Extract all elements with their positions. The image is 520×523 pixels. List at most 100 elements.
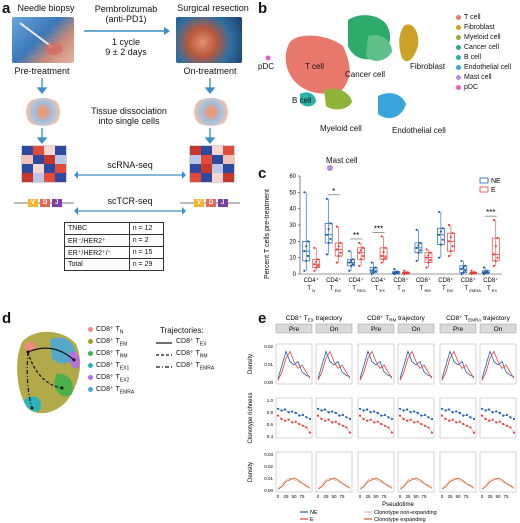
x-tick-label-sub: T [420,286,424,292]
density-line-ne [399,350,433,379]
data-point [382,250,385,254]
trajectory-curves: CD8⁺ TEX trajectory Pre On CD8⁺ TRM traject… [248,315,517,523]
on-treatment-label: On-treatment [183,66,237,76]
cluster-label-pdc: pDC [258,62,275,71]
table-cell-n: n = 12 [128,222,165,235]
density-line-ne [441,350,475,379]
data-point [472,271,475,274]
data-point [351,263,355,266]
data-point [316,264,320,267]
data-point [337,254,340,258]
data-point [305,259,308,263]
x-tick-label: 0 [399,494,402,499]
richness-point-ne [324,408,327,411]
richness-point-e [430,431,434,434]
data-point [427,261,430,264]
richness-point-ne [420,414,423,417]
richness-point-ne [280,409,283,412]
surgical-resection-label: Surgical resection [177,3,249,13]
x-tick-label-subscript: N [402,288,405,293]
data-point [437,233,441,236]
y-tick-label: 0.4 [267,434,274,439]
richness-point-e [324,419,327,422]
richness-point-ne [509,416,512,419]
richness-point-e [291,421,294,424]
data-point [374,270,377,273]
richness-point-e [444,417,447,421]
data-point [303,250,306,253]
data-point [439,243,442,246]
y-tick-label: 20 [289,239,296,245]
facet-strip [397,323,435,334]
data-point [316,258,320,261]
legend-item: Mast cell [456,74,518,84]
data-point [325,253,328,256]
richness-point-ne [331,410,334,413]
richness-point-e [320,417,323,421]
richness-point-ne [498,411,501,414]
legend-item: T cell [456,14,518,24]
data-point [460,268,463,271]
richness-point-ne [298,414,301,417]
data-point [351,258,355,261]
richness-point-e [341,424,344,427]
x-tick-label: 25 [447,494,453,499]
data-point [396,270,399,273]
density-line-e [399,350,433,381]
data-point [380,261,383,264]
trajectories-title: Trajectories: [160,326,204,335]
data-point [415,228,418,231]
density-line-nonexp [359,477,393,489]
table-cell-n: n = 29 [128,258,165,271]
y-tick-label: 1.0 [267,398,274,403]
data-point [474,271,477,274]
panel-c-label: c [258,165,267,182]
biopsy-image [12,17,74,63]
x-tick-label-main: CD4⁺ [371,277,386,284]
data-point [425,266,428,269]
richness-point-e [413,421,416,424]
data-point [350,259,353,263]
data-point [339,241,342,245]
cluster-label-endo: Endothelial cell [392,126,446,135]
richness-point-ne [451,411,454,414]
vdj-j: J [221,200,225,206]
x-tick-label-sub: T [375,286,379,292]
x-tick-label: 0 [441,494,444,499]
cycle-label: 1 cycle [111,37,140,47]
y-tick-label: 0.8 [267,410,274,415]
richness-point-ne [398,407,402,410]
richness-point-ne [423,413,426,417]
data-point [447,254,451,258]
data-point [404,271,408,274]
x-tick-label: 75 [299,494,305,499]
legend-label: E [491,187,496,194]
density-line-exp [317,477,351,490]
x-tick-label-main: CD4⁺ [304,277,319,284]
cluster-label-mast: Mast cell [326,156,358,165]
density-line-e [277,350,311,381]
data-point [306,254,310,258]
vdj-d: D [43,200,48,206]
richness-point-e [469,426,472,429]
legend-label: E [310,517,314,523]
density-line-nonexp [277,477,311,489]
data-point [451,245,454,248]
richness-point-e [338,423,341,426]
density-line-ne [481,350,515,379]
richness-point-ne [406,408,409,411]
density-line-nonexp [317,477,351,489]
richness-point-e [440,414,444,417]
data-point [419,249,422,252]
x-tick-label: 25 [405,494,411,499]
row-label: Density [248,354,254,374]
richness-point-e [287,418,290,421]
richness-point-ne [383,413,386,417]
x-tick-label: 75 [463,494,469,499]
data-point [358,251,361,254]
data-point [358,264,361,267]
density-line-nonexp [441,477,475,489]
richness-point-e [465,424,468,427]
data-point [484,270,487,273]
x-tick-label-main: CD8⁺ [416,277,431,284]
